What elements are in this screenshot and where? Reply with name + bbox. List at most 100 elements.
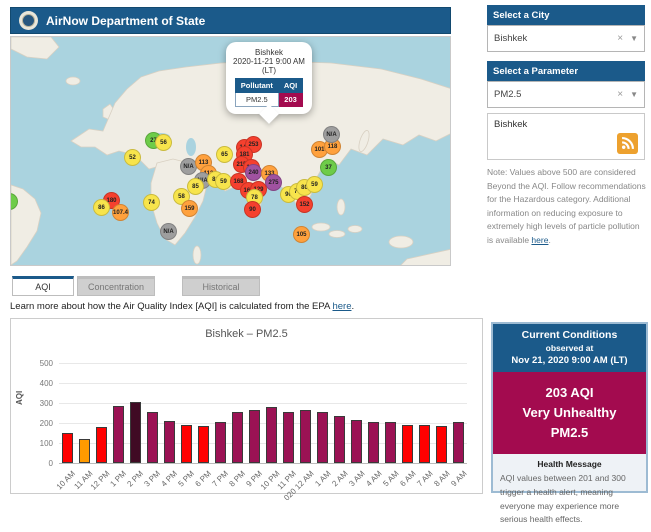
city-select[interactable]: Bishkek × ▼ bbox=[487, 25, 645, 52]
x-axis-label: 4 PM bbox=[160, 469, 180, 489]
chart-bar[interactable] bbox=[249, 410, 260, 463]
health-message-title: Health Message bbox=[500, 459, 639, 469]
x-axis-label: 5 PM bbox=[177, 469, 197, 489]
aqi-marker[interactable]: 105 bbox=[293, 226, 310, 243]
world-map[interactable]: 522756N/A113113N/A815985587415918086107.… bbox=[10, 36, 451, 266]
y-axis-tick: 0 bbox=[21, 459, 53, 468]
chart-plot-area bbox=[59, 363, 467, 464]
x-axis-label: 2 AM bbox=[330, 469, 349, 488]
x-axis-label: 8 AM bbox=[432, 469, 451, 488]
chart-bar[interactable] bbox=[79, 439, 90, 463]
x-axis-label: 8 PM bbox=[228, 469, 248, 489]
chart-bar[interactable] bbox=[266, 407, 277, 463]
x-axis-label: 1 AM bbox=[313, 469, 332, 488]
x-axis-label: 7 AM bbox=[415, 469, 434, 488]
parameter-select-value: PM2.5 bbox=[494, 89, 617, 100]
popup-city: Bishkek bbox=[231, 48, 307, 57]
caret-down-icon[interactable]: ▼ bbox=[630, 34, 638, 43]
popup-table: Pollutant AQI PM2.5 203 bbox=[235, 78, 303, 107]
chart-bar[interactable] bbox=[368, 422, 379, 463]
health-message-block: Health Message AQI values between 201 an… bbox=[493, 454, 646, 531]
chart-bar[interactable] bbox=[351, 420, 362, 463]
dos-seal-icon bbox=[19, 11, 38, 30]
rss-feed-box: Bishkek bbox=[487, 113, 645, 160]
chart-body: AQI 0100200300400500 10 AM11 AM12 PM1 PM… bbox=[11, 345, 482, 493]
aqi-marker[interactable]: 275 bbox=[265, 174, 282, 191]
aqi-marker[interactable]: 86 bbox=[93, 199, 110, 216]
chart-title: Bishkek – PM2.5 bbox=[11, 328, 482, 345]
x-axis-label: 1 PM bbox=[109, 469, 129, 489]
y-axis-tick: 300 bbox=[21, 399, 53, 408]
select-parameter-header: Select a Parameter bbox=[487, 61, 645, 81]
note-suffix: . bbox=[548, 235, 550, 245]
chart-bar[interactable] bbox=[96, 427, 107, 463]
current-aqi-block: 203 AQI Very Unhealthy PM2.5 bbox=[493, 372, 646, 454]
observed-datetime: Nov 21, 2020 9:00 AM (LT) bbox=[495, 355, 644, 366]
aqi-marker[interactable]: 56 bbox=[155, 134, 172, 151]
chart-bar[interactable] bbox=[300, 410, 311, 463]
chart-bar[interactable] bbox=[198, 426, 209, 463]
popup-col-aqi: AQI bbox=[278, 79, 302, 93]
chart-bar[interactable] bbox=[436, 426, 447, 463]
chart-bar[interactable] bbox=[130, 402, 141, 463]
chart-bar[interactable] bbox=[181, 425, 192, 463]
current-aqi-value: 203 AQI bbox=[495, 383, 644, 403]
rss-icon[interactable] bbox=[617, 133, 638, 154]
chart-bar[interactable] bbox=[147, 412, 158, 463]
current-conditions-header: Current Conditions observed at Nov 21, 2… bbox=[493, 324, 646, 372]
chart-bar[interactable] bbox=[385, 422, 396, 463]
aqi-marker[interactable]: 37 bbox=[320, 159, 337, 176]
aqi-marker[interactable]: 152 bbox=[296, 196, 313, 213]
chart-bar[interactable] bbox=[164, 421, 175, 463]
learn-more-suffix: . bbox=[351, 301, 354, 312]
aqi-marker[interactable]: N/A bbox=[160, 223, 177, 240]
y-axis-tick: 500 bbox=[21, 359, 53, 368]
chart-bar[interactable] bbox=[62, 433, 73, 463]
caret-down-icon[interactable]: ▼ bbox=[630, 90, 638, 99]
tab-aqi[interactable]: AQI bbox=[12, 276, 74, 296]
chart-bar[interactable] bbox=[215, 422, 226, 463]
epa-here-link[interactable]: here bbox=[332, 301, 351, 312]
current-pollutant: PM2.5 bbox=[495, 423, 644, 443]
popup-timezone: (LT) bbox=[231, 66, 307, 75]
tab-concentration[interactable]: Concentration bbox=[77, 276, 155, 296]
chart-bar[interactable] bbox=[232, 412, 243, 463]
chart-bar[interactable] bbox=[113, 406, 124, 463]
aqi-marker[interactable]: 65 bbox=[216, 146, 233, 163]
chart-bar[interactable] bbox=[453, 422, 464, 463]
x-axis-label: 3 AM bbox=[347, 469, 366, 488]
y-axis-tick: 200 bbox=[21, 419, 53, 428]
aqi-marker[interactable]: 90 bbox=[244, 201, 261, 218]
aqi-marker[interactable]: 240 bbox=[245, 164, 262, 181]
popup-datetime: 2020-11-21 9:00 AM bbox=[231, 57, 307, 66]
x-axis-label: 7 PM bbox=[211, 469, 231, 489]
clear-icon[interactable]: × bbox=[617, 33, 623, 44]
x-axis-label: 6 PM bbox=[194, 469, 214, 489]
aqi-marker[interactable]: 159 bbox=[181, 200, 198, 217]
clear-icon[interactable]: × bbox=[617, 89, 623, 100]
aqi-marker[interactable]: 85 bbox=[187, 178, 204, 195]
aqi-marker[interactable]: N/A bbox=[323, 126, 340, 143]
aqi-marker[interactable]: 74 bbox=[143, 194, 160, 211]
chart-bar[interactable] bbox=[419, 425, 430, 463]
x-axis-label: 2 PM bbox=[126, 469, 146, 489]
chart-bar[interactable] bbox=[334, 416, 345, 463]
y-axis-tick: 400 bbox=[21, 379, 53, 388]
x-axis-label: 10 AM bbox=[55, 469, 77, 491]
tab-historical[interactable]: Historical bbox=[182, 276, 260, 296]
x-axis-label: 9 AM bbox=[449, 469, 468, 488]
app-header: AirNow Department of State bbox=[10, 7, 451, 34]
chart-bar[interactable] bbox=[317, 412, 328, 463]
aqi-marker[interactable]: 52 bbox=[124, 149, 141, 166]
note-here-link[interactable]: here bbox=[531, 235, 548, 245]
chart-bar[interactable] bbox=[283, 412, 294, 463]
chart-bar[interactable] bbox=[402, 425, 413, 463]
rss-city-label: Bishkek bbox=[494, 119, 527, 130]
popup-pollutant-value: PM2.5 bbox=[235, 93, 278, 107]
x-axis-labels: 10 AM11 AM12 PM1 PM2 PM3 PM4 PM5 PM6 PM7… bbox=[59, 466, 467, 493]
parameter-select[interactable]: PM2.5 × ▼ bbox=[487, 81, 645, 108]
x-axis-label: 10 PM bbox=[259, 469, 282, 492]
current-conditions-panel: Current Conditions observed at Nov 21, 2… bbox=[491, 322, 648, 493]
aqi-marker[interactable]: 59 bbox=[306, 176, 323, 193]
aqi-marker[interactable]: 107.4 bbox=[112, 204, 129, 221]
